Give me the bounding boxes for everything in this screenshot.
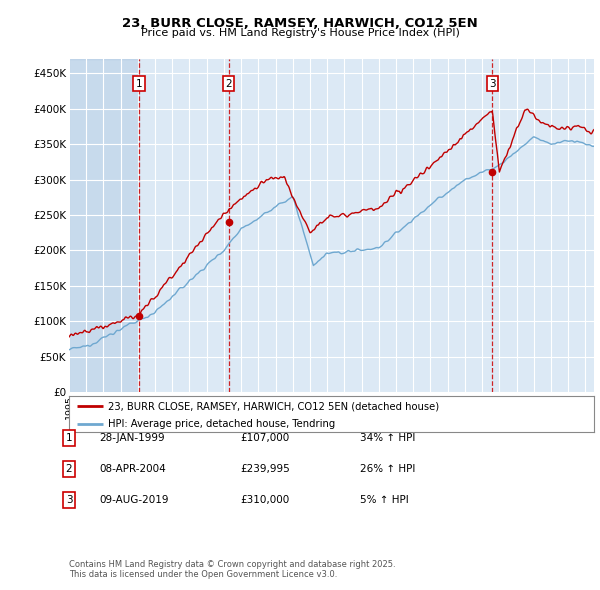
Text: 08-APR-2004: 08-APR-2004 (99, 464, 166, 474)
Text: 5% ↑ HPI: 5% ↑ HPI (360, 496, 409, 505)
Text: 2: 2 (65, 464, 73, 474)
Text: 3: 3 (65, 496, 73, 505)
Text: £107,000: £107,000 (240, 433, 289, 442)
Text: 1: 1 (136, 79, 143, 89)
Text: 23, BURR CLOSE, RAMSEY, HARWICH, CO12 5EN (detached house): 23, BURR CLOSE, RAMSEY, HARWICH, CO12 5E… (109, 401, 439, 411)
Text: HPI: Average price, detached house, Tendring: HPI: Average price, detached house, Tend… (109, 419, 335, 429)
Text: 28-JAN-1999: 28-JAN-1999 (99, 433, 164, 442)
Text: Contains HM Land Registry data © Crown copyright and database right 2025.
This d: Contains HM Land Registry data © Crown c… (69, 560, 395, 579)
Text: 23, BURR CLOSE, RAMSEY, HARWICH, CO12 5EN: 23, BURR CLOSE, RAMSEY, HARWICH, CO12 5E… (122, 17, 478, 30)
Text: 1: 1 (65, 433, 73, 442)
Text: £239,995: £239,995 (240, 464, 290, 474)
Text: 26% ↑ HPI: 26% ↑ HPI (360, 464, 415, 474)
Text: 3: 3 (489, 79, 496, 89)
Text: £310,000: £310,000 (240, 496, 289, 505)
Bar (69, 59, 139, 392)
Text: 09-AUG-2019: 09-AUG-2019 (99, 496, 169, 505)
Text: 2: 2 (225, 79, 232, 89)
Text: 34% ↑ HPI: 34% ↑ HPI (360, 433, 415, 442)
Text: Price paid vs. HM Land Registry's House Price Index (HPI): Price paid vs. HM Land Registry's House … (140, 28, 460, 38)
